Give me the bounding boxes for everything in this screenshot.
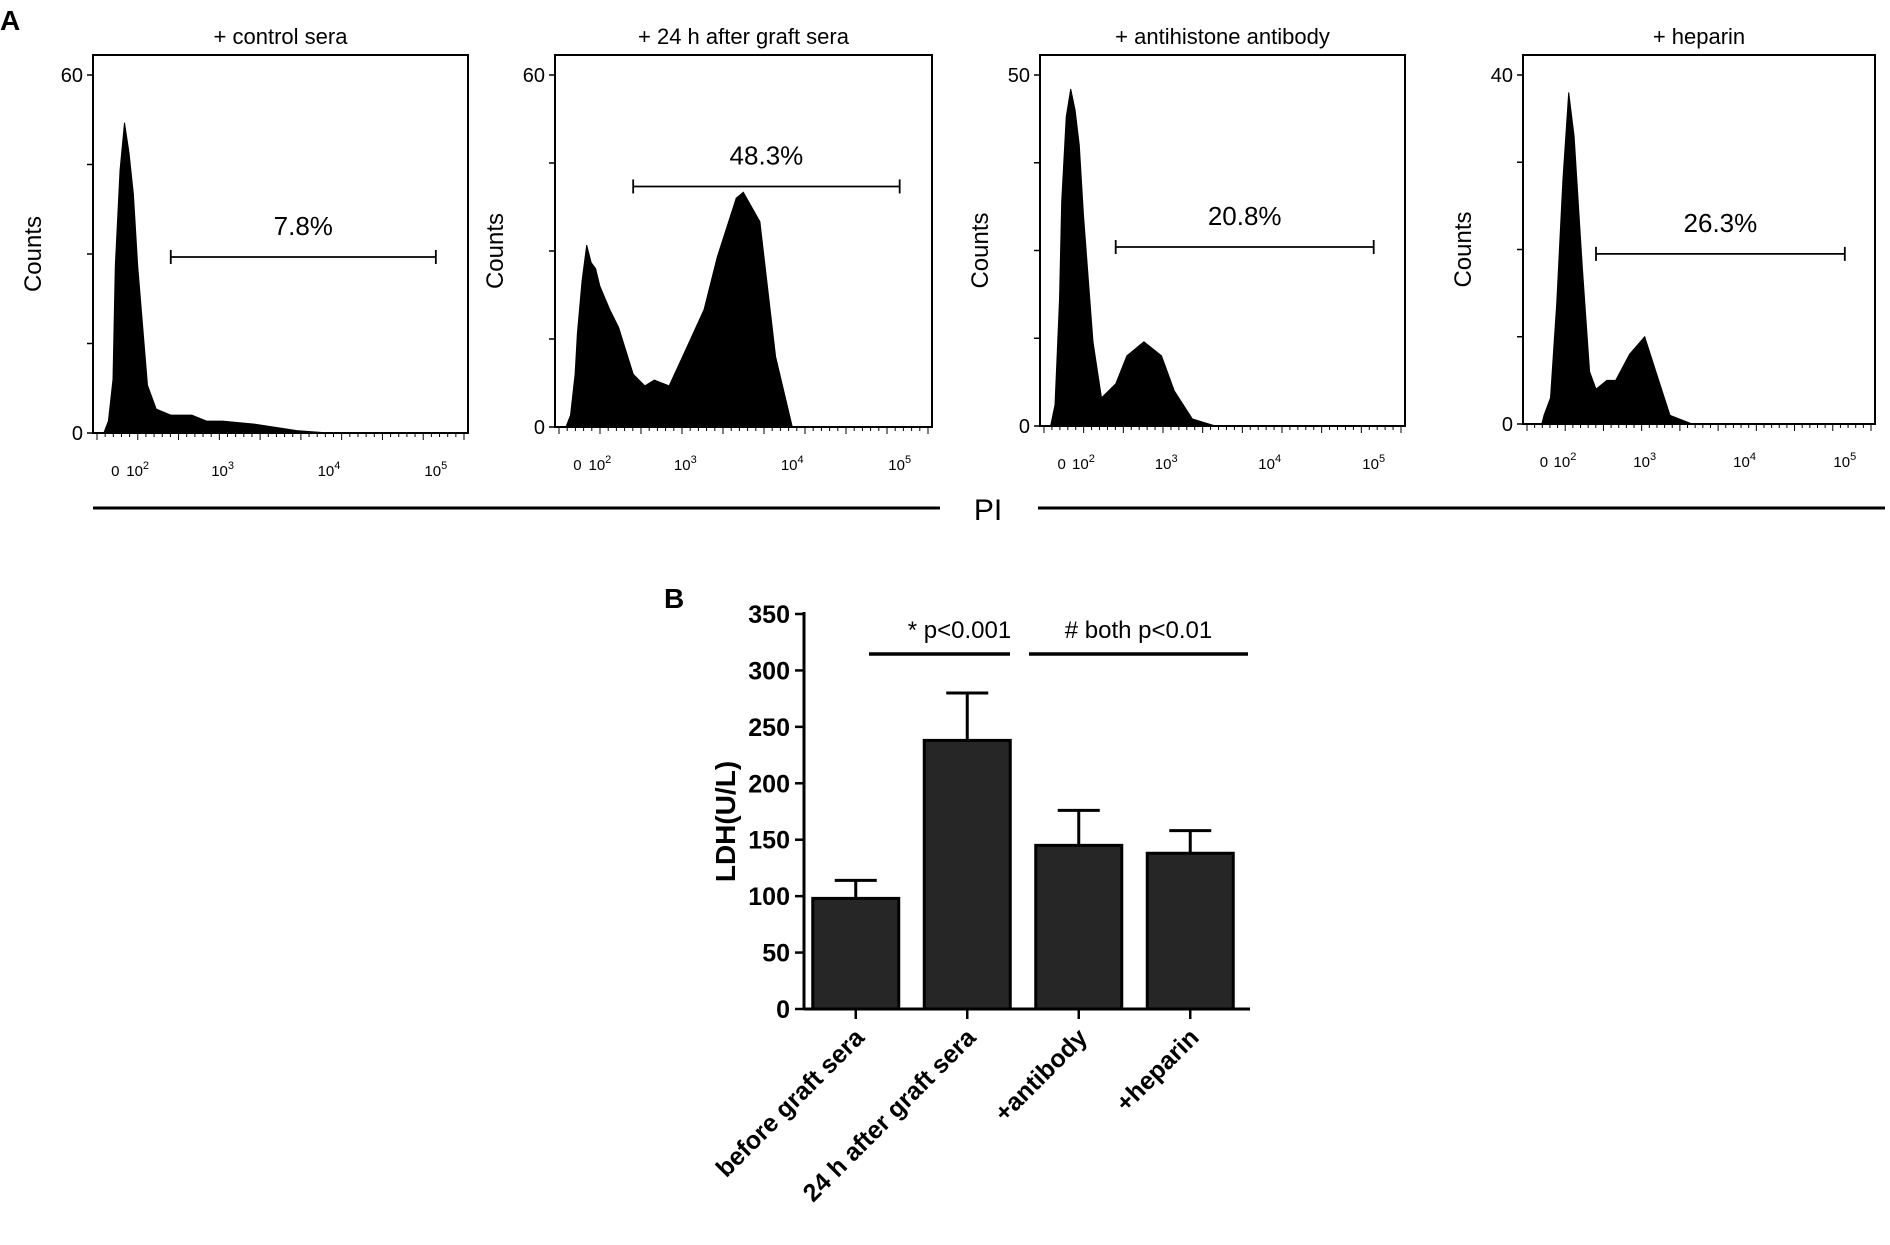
- x-tick-label: 104: [1733, 451, 1756, 471]
- bar: [811, 896, 901, 1011]
- gate-percentage-label: 20.8%: [1208, 201, 1282, 231]
- histogram-panel: + control sera 0 60 Counts 0 102 103 104 105 7.8%: [20, 24, 469, 480]
- plot-frame: [92, 54, 469, 434]
- y-tick-label: 40: [1491, 65, 1513, 87]
- y-axis-label: LDH(U/L): [710, 761, 741, 882]
- bar: [922, 738, 1012, 1011]
- x-tick-label: 102: [126, 460, 149, 480]
- x-tick-label: 0: [573, 457, 581, 474]
- histogram-panel: + heparin 0 40 Counts 0 102 103 104 105 26.3%: [1450, 24, 1876, 471]
- y-tick-label: 200: [748, 770, 790, 798]
- x-tick-label: 103: [211, 460, 234, 480]
- y-axis-label: Counts: [1450, 211, 1477, 287]
- x-tick-label: 0: [1540, 454, 1548, 471]
- x-tick-label: 102: [1554, 451, 1577, 471]
- panel-title: + antihistone antibody: [1115, 24, 1330, 49]
- y-tick-label: 60: [523, 65, 545, 87]
- x-tick-label: 105: [1833, 451, 1856, 471]
- gate-percentage-label: 48.3%: [730, 140, 804, 170]
- x-tick-label: 0: [111, 463, 119, 480]
- x-tick-label: 104: [781, 454, 804, 474]
- x-tick-label: +antibody: [989, 1023, 1093, 1127]
- y-tick-label: 0: [1502, 414, 1513, 436]
- x-tick-label: 103: [674, 454, 697, 474]
- gate-percentage-label: 26.3%: [1684, 208, 1758, 238]
- x-tick-label: 105: [424, 460, 447, 480]
- histogram-fill: [103, 122, 436, 434]
- bar: [1145, 851, 1235, 1011]
- x-tick-label: 103: [1633, 451, 1656, 471]
- x-tick-label: +heparin: [1111, 1023, 1205, 1117]
- y-axis-label: Counts: [482, 213, 509, 289]
- y-tick-label: 50: [1008, 65, 1030, 87]
- y-axis-label: Counts: [967, 212, 994, 288]
- y-tick-label: 0: [72, 423, 83, 445]
- histogram-panel: + 24 h after graft sera 0 60 Counts 0 102 103 1…: [482, 24, 933, 474]
- significance-label: * p<0.001: [908, 617, 1011, 644]
- y-tick-label: 250: [748, 714, 790, 742]
- x-tick-label: 102: [588, 454, 611, 474]
- histogram-fill: [1049, 88, 1374, 427]
- y-tick-label: 300: [748, 657, 790, 685]
- panel-title: + heparin: [1653, 24, 1745, 49]
- x-tick-label: 102: [1072, 453, 1095, 473]
- y-tick-label: 100: [748, 883, 790, 911]
- panel-title: + control sera: [214, 24, 349, 49]
- gate-percentage-label: 7.8%: [274, 211, 333, 241]
- y-tick-label: 0: [776, 996, 790, 1024]
- y-tick-label: 0: [1019, 416, 1030, 438]
- y-tick-label: 50: [762, 940, 790, 968]
- histogram-panels: + control sera 0 60 Counts 0 102 103 104 105 7.8%…: [20, 24, 1876, 480]
- panel-title: + 24 h after graft sera: [638, 24, 850, 49]
- y-tick-label: 350: [748, 601, 790, 629]
- panel-b-letter: B: [664, 583, 684, 614]
- x-tick-label: 104: [318, 460, 341, 480]
- y-tick-label: 150: [748, 827, 790, 855]
- y-axis-label: Counts: [20, 216, 47, 292]
- x-tick-label: 0: [1058, 456, 1066, 473]
- histogram-fill: [1533, 92, 1845, 425]
- x-tick-label: 104: [1258, 453, 1281, 473]
- panel-a-letter: A: [0, 5, 20, 36]
- significance-label: # both p<0.01: [1065, 617, 1212, 644]
- bar: [1034, 843, 1124, 1011]
- histogram-panel: + antihistone antibody 0 50 Counts 0 102 103 10…: [967, 24, 1406, 473]
- pi-axis-label: PI: [974, 494, 1002, 527]
- y-tick-label: 0: [534, 417, 545, 439]
- x-tick-label: 103: [1155, 453, 1178, 473]
- x-tick-label: 105: [1362, 453, 1385, 473]
- x-tick-label: 105: [888, 454, 911, 474]
- histogram-fill: [565, 191, 900, 428]
- y-tick-label: 60: [61, 65, 83, 87]
